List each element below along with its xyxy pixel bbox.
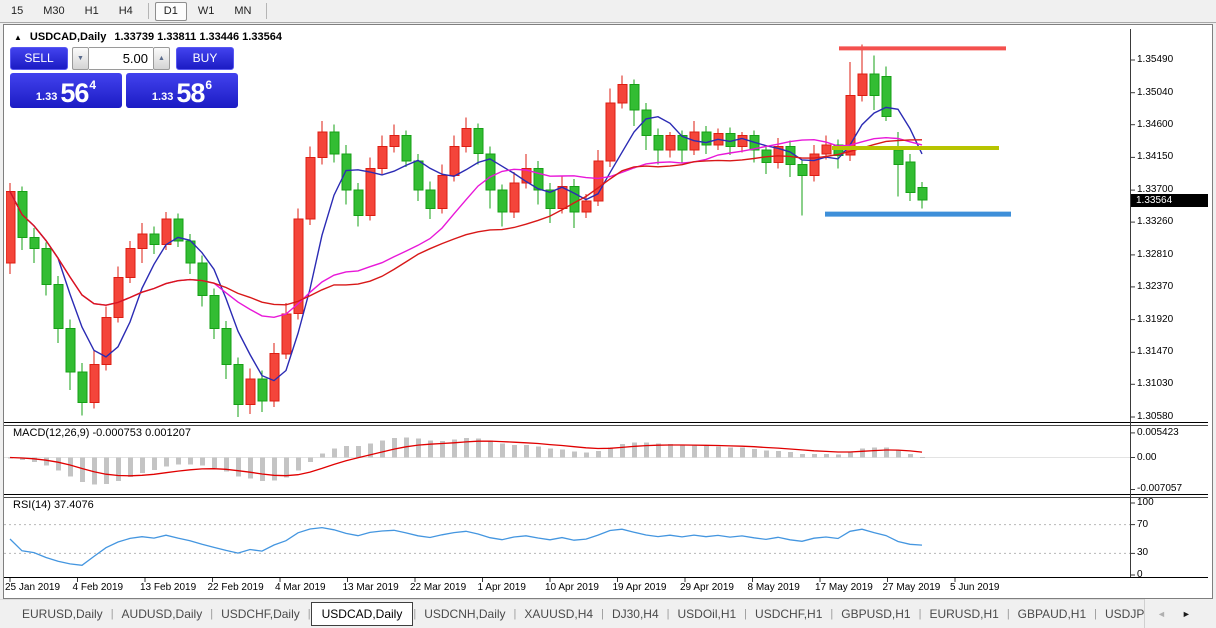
date-axis-label: 13 Feb 2019 bbox=[140, 582, 197, 593]
price-axis-label: 1.32810 bbox=[1137, 248, 1174, 260]
current-price-badge: 1.33564 bbox=[1131, 193, 1208, 207]
tab-separator: | bbox=[830, 608, 834, 620]
rsi-axis-label: 30 bbox=[1137, 547, 1149, 559]
date-axis-label: 17 May 2019 bbox=[815, 582, 873, 593]
rsi-axis-label: 100 bbox=[1137, 497, 1154, 508]
macd-axis-label: 0.00 bbox=[1137, 451, 1157, 463]
price-axis-label: 1.33700 bbox=[1137, 184, 1174, 196]
volume-input[interactable] bbox=[89, 47, 153, 70]
timeframe-toolbar: 15 M30 H1 H4 D1 W1 MN bbox=[0, 0, 1216, 23]
date-axis-label: 13 Mar 2019 bbox=[342, 582, 399, 593]
chart-title: ▲ USDCAD,Daily 1.33739 1.33811 1.33446 1… bbox=[14, 31, 282, 43]
sell-price-pips: 56 bbox=[60, 78, 89, 108]
chart-window: ▲ USDCAD,Daily 1.33739 1.33811 1.33446 1… bbox=[3, 24, 1213, 599]
macd-axis-label: 0.005423 bbox=[1137, 426, 1179, 438]
sell-price-box[interactable]: 1.33 56 4 bbox=[10, 73, 122, 108]
price-axis-label: 1.35040 bbox=[1137, 86, 1174, 98]
price-chart-plot bbox=[6, 44, 1011, 417]
price-axis-label: 1.33260 bbox=[1137, 216, 1174, 228]
price-axis-label: 1.31470 bbox=[1137, 346, 1174, 358]
date-axis-label: 4 Mar 2019 bbox=[275, 582, 326, 593]
sell-price-point: 4 bbox=[89, 78, 97, 92]
price-axis-label: 1.32370 bbox=[1137, 280, 1174, 292]
volume-increase-button[interactable]: ▲ bbox=[153, 47, 170, 70]
rsi-axis-label: 0 bbox=[1137, 569, 1143, 580]
chart-tab-gbpaud-h1[interactable]: GBPAUD,H1 bbox=[1017, 607, 1087, 621]
date-axis-label: 22 Mar 2019 bbox=[410, 582, 467, 593]
chart-canvas[interactable]: ▲ USDCAD,Daily 1.33739 1.33811 1.33446 1… bbox=[4, 25, 1212, 598]
volume-decrease-button[interactable]: ▼ bbox=[72, 47, 89, 70]
buy-price-prefix: 1.33 bbox=[151, 91, 174, 103]
date-axis-label: 29 Apr 2019 bbox=[680, 582, 734, 593]
price-axis-label: 1.35490 bbox=[1137, 54, 1174, 65]
tab-separator: | bbox=[110, 608, 114, 620]
toolbar-separator bbox=[147, 3, 149, 19]
date-axis-label: 19 Apr 2019 bbox=[612, 582, 667, 593]
chart-ohlc-values: 1.33739 1.33811 1.33446 1.33564 bbox=[114, 31, 282, 43]
chart-tab-usdchf-daily[interactable]: USDCHF,Daily bbox=[221, 607, 300, 621]
price-axis-label: 1.31920 bbox=[1137, 313, 1174, 325]
buy-price-pips: 58 bbox=[176, 78, 205, 108]
chart-tab-usdcnh-daily[interactable]: USDCNH,Daily bbox=[424, 607, 506, 621]
price-axis-label: 1.31030 bbox=[1137, 378, 1174, 390]
timeframe-button-h1[interactable]: H1 bbox=[84, 4, 99, 17]
tab-separator: | bbox=[1094, 608, 1097, 620]
sell-button[interactable]: SELL bbox=[10, 47, 68, 70]
collapse-panel-icon[interactable]: ▲ bbox=[14, 32, 22, 42]
rsi-axis-label: 70 bbox=[1137, 518, 1149, 530]
chart-tab-eurusd-h1[interactable]: EURUSD,H1 bbox=[929, 607, 999, 621]
chart-tab-bar: EURUSD,Daily | AUDUSD,Daily | USDCHF,Daily | U… bbox=[0, 599, 1216, 628]
tab-separator: | bbox=[666, 608, 670, 620]
price-axis-label: 1.34600 bbox=[1137, 118, 1174, 130]
tab-separator: | bbox=[918, 608, 922, 620]
tab-separator: | bbox=[744, 608, 748, 620]
date-axis-label: 8 May 2019 bbox=[747, 582, 800, 593]
date-axis-label: 25 Jan 2019 bbox=[5, 582, 61, 593]
tabs-scroll-right-icon[interactable]: ► bbox=[1181, 608, 1191, 619]
timeframe-button-d1[interactable]: D1 bbox=[154, 1, 187, 21]
chart-tab-usdchf-h1[interactable]: USDCHF,H1 bbox=[755, 607, 823, 621]
price-axis-label: 1.30580 bbox=[1137, 411, 1174, 422]
date-axis-label: 10 Apr 2019 bbox=[545, 582, 599, 593]
tab-separator: | bbox=[601, 608, 604, 620]
chart-tab-usdcad-daily[interactable]: USDCAD,Daily bbox=[310, 602, 414, 626]
chart-tab-usdjp[interactable]: USDJP bbox=[1105, 607, 1145, 621]
date-axis-label: 4 Feb 2019 bbox=[72, 582, 124, 593]
buy-price-box[interactable]: 1.33 58 6 bbox=[126, 73, 238, 108]
chart-tab-gbpusd-h1[interactable]: GBPUSD,H1 bbox=[841, 607, 911, 621]
price-axis-label: 1.34150 bbox=[1137, 151, 1174, 163]
toolbar-separator bbox=[266, 3, 268, 19]
tab-separator: | bbox=[307, 608, 311, 620]
date-axis-label: 1 Apr 2019 bbox=[477, 582, 526, 593]
timeframe-button-15[interactable]: 15 bbox=[11, 4, 24, 17]
macd-axis-label: -0.007057 bbox=[1137, 483, 1183, 495]
tab-separator: | bbox=[513, 608, 517, 620]
tab-separator: | bbox=[413, 608, 417, 620]
buy-price-point: 6 bbox=[205, 78, 213, 92]
tab-scroll-controls: ◄ ► bbox=[1144, 599, 1216, 628]
timeframe-button-m30[interactable]: M30 bbox=[43, 4, 65, 17]
chart-tab-usdoil-h1[interactable]: USDOil,H1 bbox=[677, 607, 737, 621]
rsi-indicator-label: RSI(14) 37.4076 bbox=[13, 499, 94, 511]
macd-indicator-label: MACD(12,26,9) -0.000753 0.001207 bbox=[13, 427, 191, 439]
sell-price-prefix: 1.33 bbox=[35, 91, 58, 103]
timeframe-button-w1[interactable]: W1 bbox=[197, 4, 215, 17]
date-axis-label: 22 Feb 2019 bbox=[207, 582, 264, 593]
chart-symbol-title: USDCAD,Daily bbox=[29, 31, 107, 43]
chart-tab-audusd-daily[interactable]: AUDUSD,Daily bbox=[121, 607, 203, 621]
date-axis-label: 27 May 2019 bbox=[882, 582, 941, 593]
one-click-trade-panel: SELL ▼ ▲ BUY 1.33 56 4 1.33 58 6 bbox=[10, 47, 238, 108]
chart-tab-dj30-h4[interactable]: DJ30,H4 bbox=[611, 607, 659, 621]
date-axis-label: 5 Jun 2019 bbox=[950, 582, 1000, 593]
timeframe-button-mn[interactable]: MN bbox=[234, 4, 252, 17]
chart-tab-xauusd-h4[interactable]: XAUUSD,H4 bbox=[524, 607, 594, 621]
chart-tab-eurusd-daily[interactable]: EURUSD,Daily bbox=[22, 607, 103, 621]
tabs-scroll-left-icon[interactable]: ◄ bbox=[1157, 608, 1166, 619]
timeframe-button-h4[interactable]: H4 bbox=[118, 4, 133, 17]
tab-separator: | bbox=[210, 608, 214, 620]
buy-button[interactable]: BUY bbox=[176, 47, 234, 70]
tab-separator: | bbox=[1006, 608, 1010, 620]
